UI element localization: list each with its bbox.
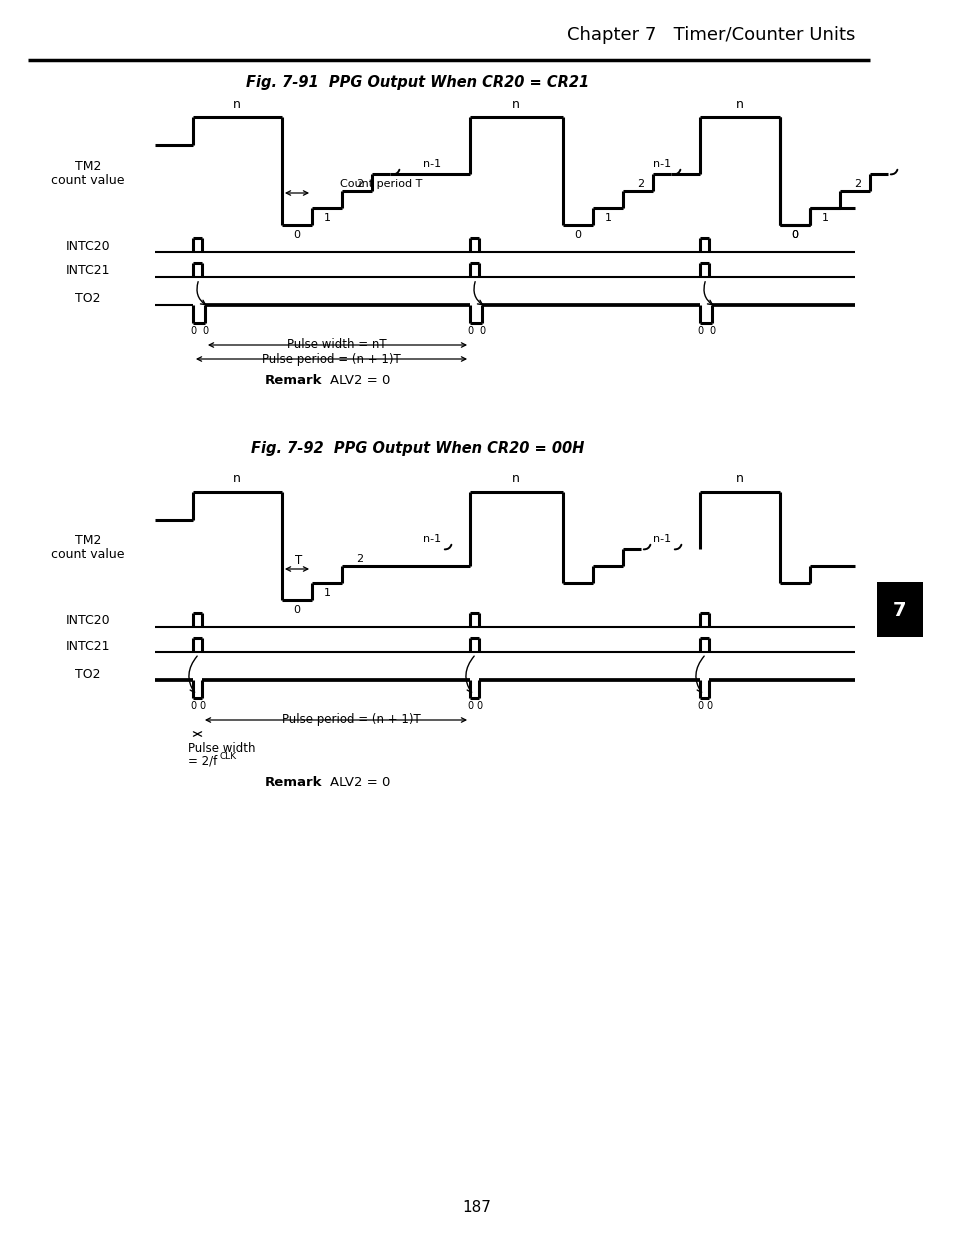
Text: 0: 0	[476, 701, 481, 711]
Text: TM2: TM2	[74, 159, 101, 173]
Text: 2: 2	[854, 179, 861, 189]
Text: 2: 2	[637, 179, 644, 189]
Text: Chapter 7   Timer/Counter Units: Chapter 7 Timer/Counter Units	[566, 26, 854, 44]
Text: n: n	[233, 473, 241, 485]
Text: 1: 1	[604, 212, 611, 224]
Text: Pulse width = nT: Pulse width = nT	[287, 338, 386, 352]
Text: INTC20: INTC20	[66, 615, 111, 627]
Text: Pulse period = (n + 1)T: Pulse period = (n + 1)T	[261, 352, 400, 366]
Text: 0: 0	[294, 230, 300, 240]
Text: n-1: n-1	[422, 159, 440, 169]
Text: 0: 0	[478, 326, 484, 336]
Text: 0: 0	[791, 230, 798, 240]
Text: Pulse width: Pulse width	[188, 742, 255, 756]
Text: 0: 0	[705, 701, 711, 711]
Text: 0: 0	[202, 326, 208, 336]
Text: INTC20: INTC20	[66, 240, 111, 252]
Text: CLK: CLK	[220, 752, 237, 761]
Text: Fig. 7-92  PPG Output When CR20 = 00H: Fig. 7-92 PPG Output When CR20 = 00H	[251, 441, 584, 456]
Text: ALV2 = 0: ALV2 = 0	[330, 374, 390, 388]
Text: Remark: Remark	[265, 374, 322, 388]
Text: 0: 0	[466, 326, 473, 336]
Text: 0: 0	[697, 701, 702, 711]
Text: Fig. 7-91  PPG Output When CR20 = CR21: Fig. 7-91 PPG Output When CR20 = CR21	[246, 75, 589, 90]
Text: 0: 0	[708, 326, 715, 336]
Text: INTC21: INTC21	[66, 264, 111, 278]
Text: 0: 0	[190, 326, 196, 336]
Text: n: n	[233, 98, 241, 110]
Text: 0: 0	[697, 326, 702, 336]
Text: 1: 1	[821, 212, 827, 224]
Text: n: n	[512, 98, 519, 110]
Text: n-1: n-1	[422, 534, 440, 543]
Text: 0: 0	[791, 230, 798, 240]
Text: n-1: n-1	[652, 159, 670, 169]
Text: 1: 1	[323, 212, 330, 224]
Text: = 2/f: = 2/f	[188, 755, 217, 767]
Text: 0: 0	[466, 701, 473, 711]
Text: n-1: n-1	[652, 534, 670, 543]
Text: ALV2 = 0: ALV2 = 0	[330, 776, 390, 788]
Text: count value: count value	[51, 548, 125, 562]
Text: 2: 2	[356, 179, 363, 189]
Text: TO2: TO2	[75, 293, 101, 305]
Text: 1: 1	[323, 588, 330, 598]
Bar	[876, 582, 923, 637]
Text: 0: 0	[199, 701, 205, 711]
Text: n: n	[736, 98, 743, 110]
Text: 7: 7	[892, 600, 905, 620]
Text: T: T	[295, 555, 302, 568]
Text: INTC21: INTC21	[66, 640, 111, 652]
Text: 2: 2	[356, 555, 363, 564]
Text: Count period T: Count period T	[339, 179, 422, 189]
Text: Pulse period = (n + 1)T: Pulse period = (n + 1)T	[281, 714, 420, 726]
Text: 0: 0	[574, 230, 581, 240]
Text: TM2: TM2	[74, 535, 101, 547]
Text: 0: 0	[294, 605, 300, 615]
Text: Remark: Remark	[265, 776, 322, 788]
Text: 0: 0	[190, 701, 196, 711]
Text: 187: 187	[462, 1200, 491, 1215]
Text: count value: count value	[51, 173, 125, 186]
Text: n: n	[512, 473, 519, 485]
Text: n: n	[736, 473, 743, 485]
Text: TO2: TO2	[75, 667, 101, 680]
